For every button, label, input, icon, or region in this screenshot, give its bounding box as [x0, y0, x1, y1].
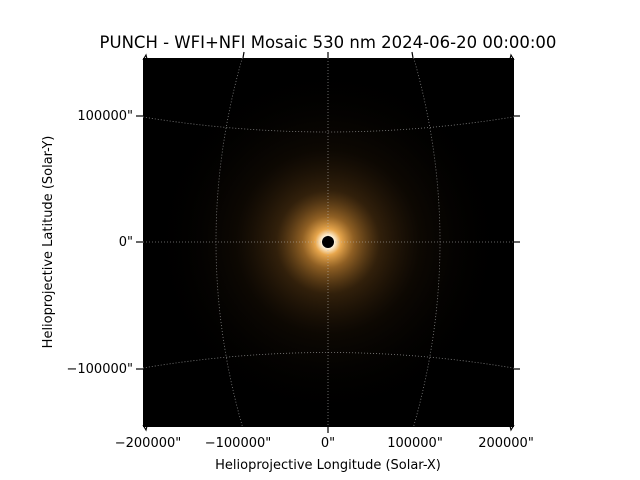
y-tick-label: 0" — [119, 235, 133, 250]
grid-line-lon-neg — [215, 58, 244, 427]
x-axis-label: Helioprojective Longitude (Solar-X) — [215, 458, 441, 473]
x-tick-label: −200000" — [115, 436, 182, 451]
grid-line-lon-pos — [412, 58, 441, 427]
plot-title: PUNCH - WFI+NFI Mosaic 530 nm 2024-06-20… — [99, 33, 557, 52]
y-axis-label: Helioprojective Latitude (Solar-Y) — [41, 136, 56, 349]
x-tick-label: 100000" — [387, 436, 443, 451]
x-tick-label: 0" — [321, 436, 335, 451]
y-tick-label: 100000" — [77, 109, 133, 124]
x-tick-label: −100000" — [205, 436, 272, 451]
y-tick-label: −100000" — [67, 362, 134, 377]
coordinate-grid — [143, 58, 514, 427]
grid-line-lat-neg — [143, 352, 514, 369]
ticks — [136, 51, 520, 433]
occulter-disk — [322, 236, 334, 248]
x-tick-label: 200000" — [478, 436, 534, 451]
grid-line-lat-pos — [143, 116, 514, 133]
